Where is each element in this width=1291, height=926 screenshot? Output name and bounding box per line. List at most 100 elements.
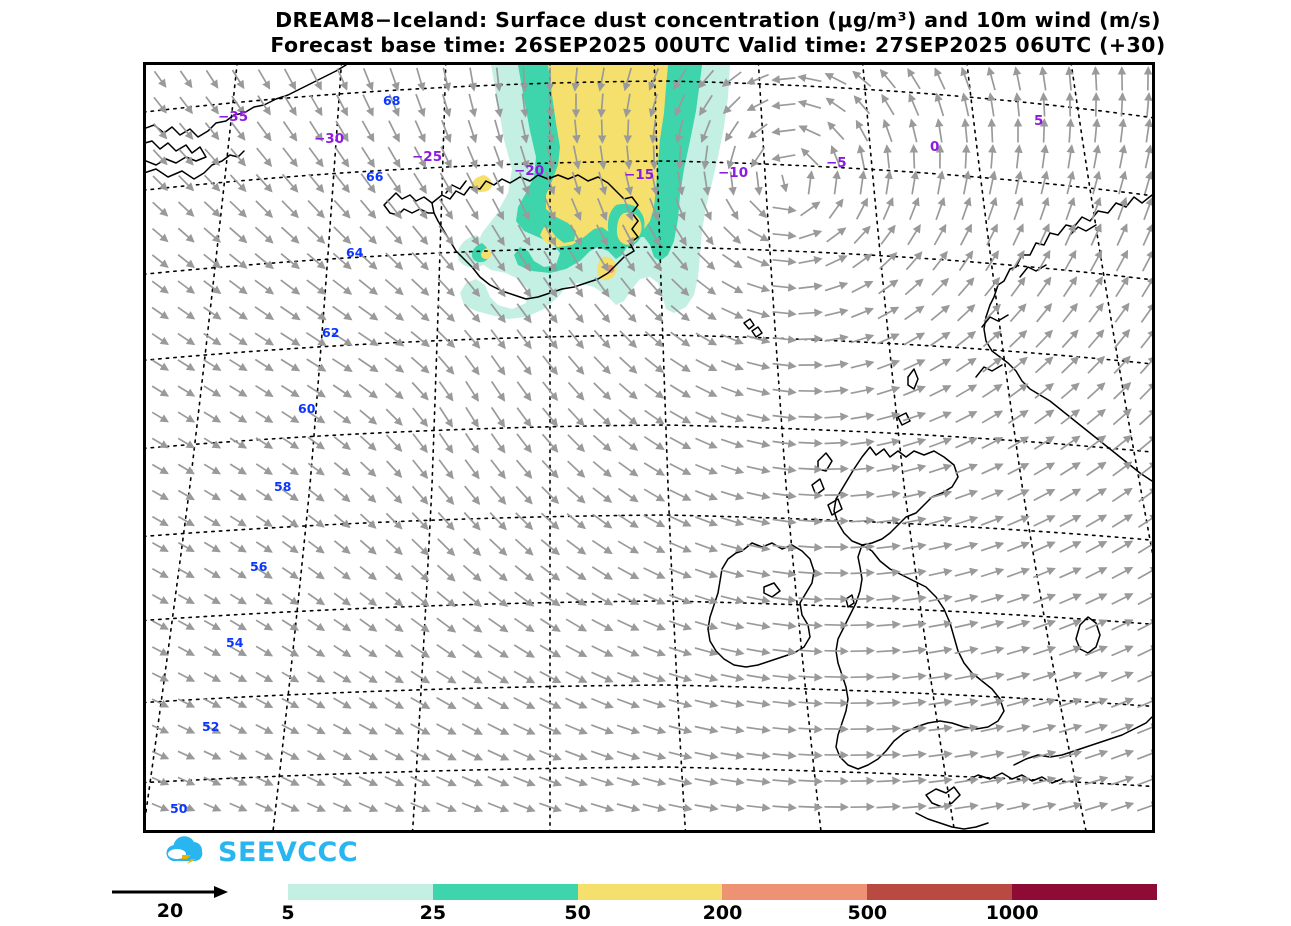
lon-label-m35: −35 xyxy=(218,109,248,125)
wind-arrow xyxy=(361,462,376,476)
wind-arrow xyxy=(1087,410,1105,425)
forecast-map[interactable]: 68 66 64 62 60 58 56 54 52 50 −35 −30 −2… xyxy=(143,62,1155,833)
wind-arrow xyxy=(230,490,245,500)
wind-arrow xyxy=(1095,68,1096,91)
wind-arrow xyxy=(671,332,690,346)
wind-arrow xyxy=(412,383,428,400)
wind-arrow xyxy=(566,672,587,682)
wind-arrow xyxy=(436,777,455,786)
wind-arrow xyxy=(982,438,1002,449)
wind-arrow xyxy=(747,780,770,783)
wind-arrow xyxy=(773,260,796,262)
wind-arrow xyxy=(359,803,377,811)
wind-scale-label: 20 xyxy=(110,900,230,922)
wind-arrow xyxy=(617,752,639,759)
wind-arrow xyxy=(799,231,821,238)
chart-title-block: DREAM8−Iceland: Surface dust concentrati… xyxy=(143,8,1291,58)
wind-arrow xyxy=(514,803,535,811)
wind-arrow xyxy=(669,674,691,681)
wind-arrow xyxy=(619,462,638,475)
wind-arrow xyxy=(1007,674,1029,680)
wind-arrow xyxy=(282,227,299,243)
wind-arrow xyxy=(929,465,951,472)
wind-arrow xyxy=(153,229,168,242)
wind-arrow xyxy=(620,357,637,373)
wind-arrow xyxy=(695,517,717,525)
wind-arrow xyxy=(903,466,925,472)
wind-arrow xyxy=(178,412,194,422)
wind-arrow xyxy=(178,255,194,268)
wind-arrow xyxy=(825,469,848,470)
wind-arrow xyxy=(1141,330,1152,348)
wind-arrow xyxy=(799,546,822,548)
wind-arrow xyxy=(1137,751,1152,759)
wind-arrow xyxy=(1059,621,1080,629)
wind-arrow xyxy=(438,331,454,347)
wind-arrow xyxy=(256,620,272,630)
wind-arrow xyxy=(1007,517,1028,526)
wind-arrow xyxy=(698,253,715,269)
wind-arrow xyxy=(591,699,612,708)
wind-arrow xyxy=(333,803,351,811)
wind-arrow xyxy=(877,780,900,781)
wind-arrow xyxy=(334,463,349,476)
wind-arrow xyxy=(257,122,270,140)
wind-arrow xyxy=(307,385,325,396)
wind-arrow xyxy=(230,175,245,191)
wind-arrow xyxy=(643,673,665,681)
wind-arrow xyxy=(747,519,769,524)
wind-arrow xyxy=(956,412,977,422)
wind-arrow xyxy=(361,488,376,502)
wind-arrow xyxy=(955,779,978,783)
wind-arrow xyxy=(359,333,378,346)
wind-arrow xyxy=(617,778,639,784)
wind-arrow xyxy=(334,411,350,423)
wind-arrow xyxy=(385,724,403,734)
wind-arrow xyxy=(204,412,220,422)
wind-arrow xyxy=(1138,567,1152,578)
wind-arrow xyxy=(180,71,191,87)
wind-arrow xyxy=(566,698,587,707)
wind-arrow xyxy=(773,441,796,444)
wind-arrow xyxy=(569,356,584,374)
wind-arrow xyxy=(1062,331,1077,348)
wind-arrow xyxy=(308,646,324,656)
wind-arrow xyxy=(773,390,796,393)
wind-arrow xyxy=(1009,384,1028,398)
wind-arrow xyxy=(334,698,351,708)
wind-arrow xyxy=(914,146,915,169)
wind-arrow xyxy=(1037,304,1052,322)
colorbar-tick-50: 50 xyxy=(564,902,590,924)
wind-arrow xyxy=(1093,172,1099,194)
wind-arrow xyxy=(152,334,168,345)
wind-arrow xyxy=(695,569,717,576)
wind-arrow xyxy=(721,544,743,550)
wind-arrow xyxy=(1111,777,1133,784)
wind-arrow xyxy=(931,306,949,321)
wind-arrow xyxy=(981,779,1004,783)
wind-arrow xyxy=(851,677,874,678)
wind-arrow xyxy=(488,777,508,786)
wind-arrow xyxy=(1061,384,1078,399)
wind-arrow xyxy=(618,620,639,630)
wind-arrow xyxy=(1060,568,1081,577)
wind-arrow xyxy=(307,777,324,785)
wind-arrow xyxy=(882,95,894,115)
wind-arrow xyxy=(877,467,900,471)
wind-arrow xyxy=(932,279,948,295)
wind-arrow xyxy=(281,386,298,397)
wind-arrow xyxy=(851,573,874,574)
wind-arrow xyxy=(957,332,975,346)
wind-arrow xyxy=(721,335,742,344)
wind-arrow xyxy=(747,257,768,266)
wind-arrow xyxy=(908,69,920,89)
colorbar-tick-1000: 1000 xyxy=(986,902,1039,924)
wind-arrow xyxy=(602,120,603,143)
wind-arrow xyxy=(800,126,821,136)
wind-arrow xyxy=(256,673,272,682)
wind-arrow xyxy=(773,78,796,80)
wind-arrow xyxy=(644,437,663,450)
wind-arrow xyxy=(726,199,738,219)
wind-arrow xyxy=(230,751,246,759)
wind-arrow xyxy=(230,438,246,448)
